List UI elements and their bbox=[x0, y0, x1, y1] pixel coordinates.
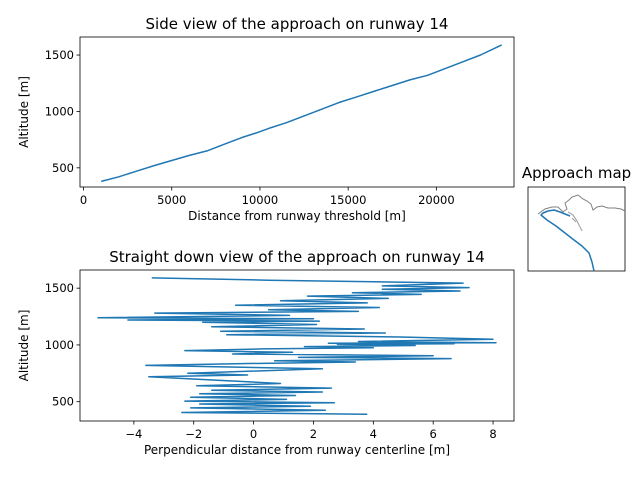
x-tick-label: 8 bbox=[489, 427, 496, 441]
series-line bbox=[101, 44, 503, 183]
y-axis-label: Altitude [m] bbox=[17, 76, 31, 148]
side-view-chart: 0 5000 10000 15000 20000 500 1000 1500 Side view… bbox=[17, 15, 515, 223]
map-frame bbox=[527, 186, 626, 272]
runway-outline bbox=[567, 211, 583, 232]
x-tick-label: 0 bbox=[80, 193, 87, 207]
x-tick-label: 15000 bbox=[330, 193, 367, 207]
approach-map: Approach map bbox=[522, 164, 631, 272]
x-tick-label: 0 bbox=[250, 427, 257, 441]
x-tick-label: 2 bbox=[310, 427, 317, 441]
y-tick-label: 1000 bbox=[45, 338, 74, 352]
y-tick-label: 500 bbox=[52, 161, 74, 175]
x-tick-label: 4 bbox=[370, 427, 377, 441]
terrain-outline bbox=[537, 194, 626, 215]
x-axis-label: Distance from runway threshold [m] bbox=[188, 209, 406, 223]
y-tick-label: 500 bbox=[52, 395, 74, 409]
y-tick-label: 1000 bbox=[45, 104, 74, 118]
y-axis-label: Altitude [m] bbox=[17, 310, 31, 382]
x-tick-label: 6 bbox=[430, 427, 437, 441]
x-tick-label: 20000 bbox=[418, 193, 455, 207]
x-axis-label: Perpendicular distance from runway cente… bbox=[144, 443, 450, 457]
series-line bbox=[97, 277, 497, 415]
plot-frame bbox=[79, 269, 515, 422]
x-tick-label: −2 bbox=[185, 427, 202, 441]
map-title: Approach map bbox=[522, 164, 631, 182]
chart-title: Side view of the approach on runway 14 bbox=[146, 15, 449, 33]
approach-path bbox=[540, 209, 595, 272]
plot-frame bbox=[79, 36, 515, 188]
y-tick-label: 1500 bbox=[45, 48, 74, 62]
x-tick-label: −4 bbox=[125, 427, 142, 441]
down-view-chart: −4 −2 0 2 4 6 8 500 1000 1500 Straight down view o… bbox=[17, 248, 515, 457]
x-tick-label: 10000 bbox=[242, 193, 279, 207]
x-tick-label: 5000 bbox=[157, 193, 186, 207]
chart-title: Straight down view of the approach on ru… bbox=[109, 248, 485, 266]
y-tick-label: 1500 bbox=[45, 281, 74, 295]
